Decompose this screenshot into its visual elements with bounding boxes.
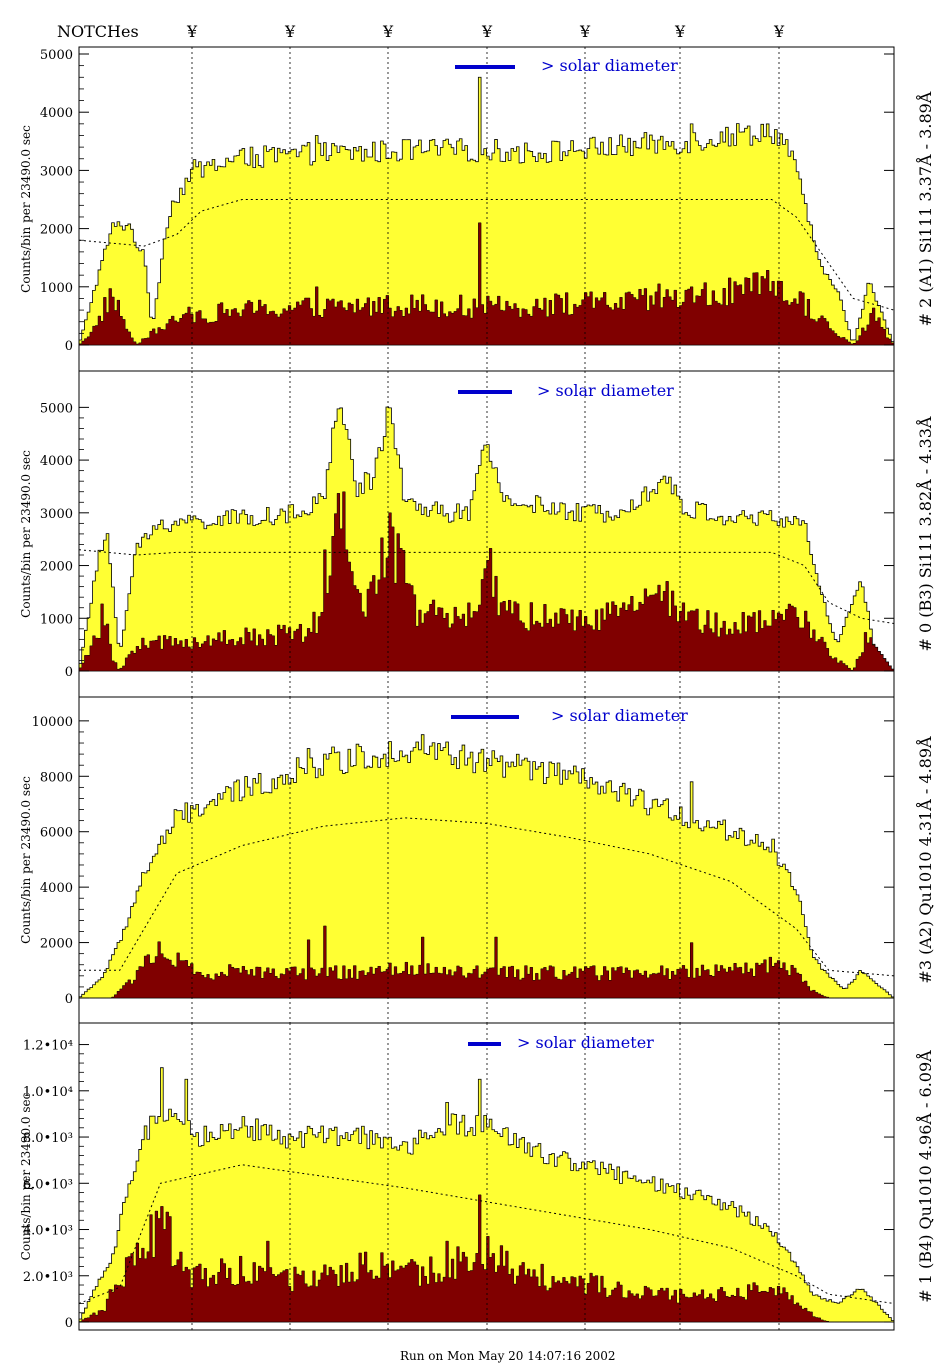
y-tick-label: 0: [65, 992, 73, 1007]
panel-label: # 2 (A1) Si111 3.37Å - 3.89Å: [915, 91, 935, 326]
notches-label: NOTCHes: [57, 22, 139, 41]
total-counts-area: [78, 1067, 895, 1323]
line-counts-area: [78, 491, 895, 672]
y-axis-label: Counts/bin per 23490.0 sec: [19, 776, 33, 944]
panel-frame: [78, 1022, 895, 1331]
notch-marker-5: ¥: [579, 22, 591, 41]
panel-label: # 0 (B3) Si111 3.82Å - 4.33Å: [915, 416, 935, 651]
line-counts-area: [79, 925, 894, 999]
y-tick-label: 1.2•10⁴: [23, 1039, 73, 1054]
line-counts-area: [78, 1194, 894, 1323]
notch-marker-6: ¥: [674, 22, 686, 41]
y-tick-label: 5000: [40, 48, 73, 63]
y-tick-label: 6000: [40, 826, 73, 841]
panel-3: 0 2000 4000 6000 8000 10000 Counts/bin per 234…: [19, 696, 935, 1024]
total-counts-area: [78, 734, 895, 999]
y-tick-label: 4000: [40, 881, 73, 896]
y-axis-label: Counts/bin per 23490.0 sec: [19, 125, 33, 293]
y-axis-label: Counts/bin per 23490.0 sec: [19, 1092, 33, 1260]
y-tick-label: 8.0•10³: [23, 1131, 73, 1146]
y-axis-label: Counts/bin per 23490.0 sec: [19, 450, 33, 618]
y-tick-label: 1000: [40, 281, 73, 296]
y-tick-label: 1.0•10⁴: [23, 1085, 73, 1100]
notch-marker-4: ¥: [481, 22, 493, 41]
model-curve: [79, 817, 895, 977]
y-tick-label: 4.0•10³: [23, 1224, 73, 1239]
notch-header: NOTCHes ¥ ¥ ¥ ¥ ¥ ¥ ¥: [57, 22, 785, 41]
panel-4: 0 2.0•10³ 4.0•10³ 6.0•10³ 8.0•10³ 1.0•10⁴ 1.2•…: [19, 1022, 935, 1331]
total-counts-area: [78, 406, 895, 672]
y-tick-label: 6.0•10³: [23, 1177, 73, 1192]
notch-marker-2: ¥: [284, 22, 296, 41]
y-tick-label: 0: [65, 339, 73, 354]
solar-diameter-label: > solar diameter: [517, 1033, 654, 1052]
model-curve: [78, 1164, 895, 1304]
panels: 0 1000 2000 3000 4000 5000 Counts/bin per 2349…: [19, 46, 935, 1331]
total-counts-area: [78, 76, 895, 346]
y-tick-label: 10000: [32, 715, 73, 730]
panel-label: # 1 (B4) Qu1010 4.96Å - 6.09Å: [915, 1050, 935, 1303]
panel-1: 0 1000 2000 3000 4000 5000 Counts/bin per 2349…: [19, 46, 935, 372]
y-tick-label: 3000: [40, 507, 73, 522]
y-tick-label: 0: [65, 1316, 73, 1331]
run-timestamp: Run on Mon May 20 14:07:16 2002: [400, 1349, 616, 1363]
y-tick-label: 2000: [40, 560, 73, 575]
solar-diameter-label: > solar diameter: [551, 706, 688, 725]
y-tick-label: 3000: [40, 164, 73, 179]
y-tick-label: 4000: [40, 106, 73, 121]
y-tick-label: 2000: [40, 937, 73, 952]
model-curve: [78, 199, 895, 311]
y-tick-label: 8000: [40, 770, 73, 785]
y-tick-label: 1000: [40, 612, 73, 627]
notch-marker-1: ¥: [186, 22, 198, 41]
y-tick-label: 4000: [40, 454, 73, 469]
y-tick-label: 5000: [40, 401, 73, 416]
panel-label: #3 (A2) Qu1010 4.31Å - 4.89Å: [915, 736, 935, 984]
solar-diameter-label: > solar diameter: [541, 56, 678, 75]
notch-marker-3: ¥: [382, 22, 394, 41]
solar-diameter-label: > solar diameter: [537, 381, 674, 400]
line-counts-area: [78, 222, 895, 346]
y-tick-label: 2.0•10³: [23, 1270, 73, 1285]
model-curve: [78, 549, 895, 625]
y-tick-label: 2000: [40, 223, 73, 238]
notch-marker-7: ¥: [773, 22, 785, 41]
y-tick-label: 0: [65, 665, 73, 680]
panel-2: 0 1000 2000 3000 4000 5000 Counts/bin per 2349…: [19, 370, 935, 698]
